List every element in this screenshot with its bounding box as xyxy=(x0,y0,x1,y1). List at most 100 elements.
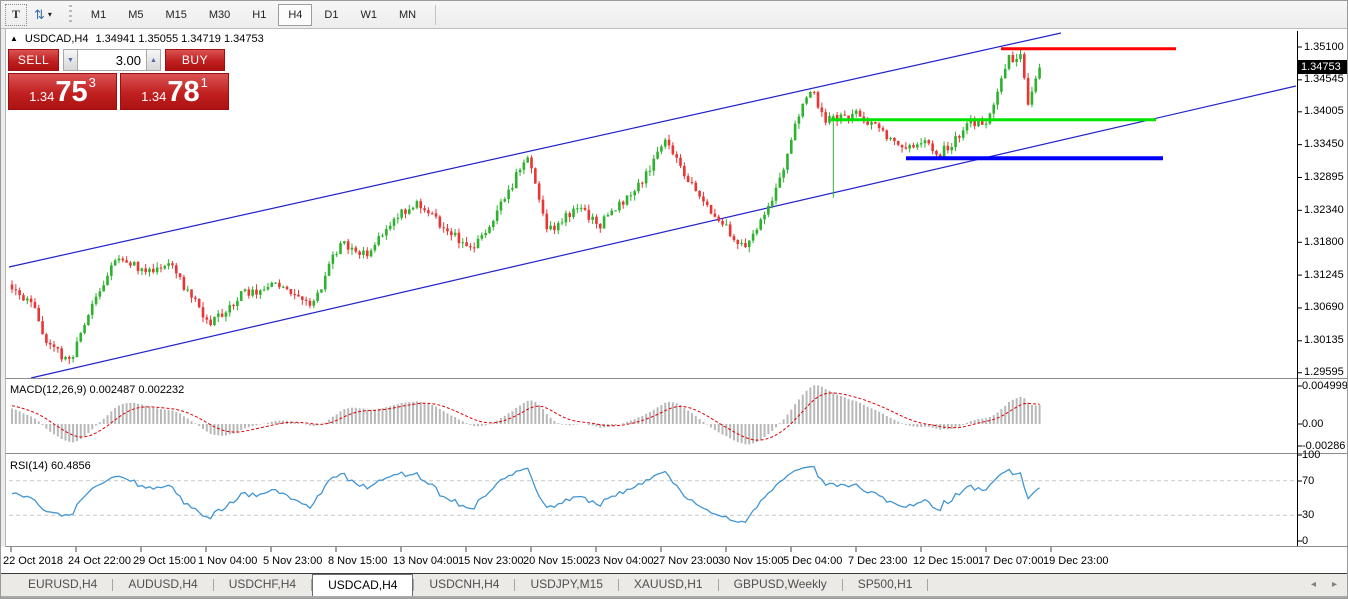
price-axis-label: 1.30135 xyxy=(1304,334,1344,347)
time-axis-label: 23 Nov 04:00 xyxy=(588,555,654,567)
time-axis-label: 29 Oct 15:00 xyxy=(133,555,196,567)
tab-separator xyxy=(927,579,929,591)
price-axis-label: 1.34545 xyxy=(1304,73,1344,86)
buy-price-big: 78 xyxy=(167,76,200,108)
tab-eurusd-h4[interactable]: EURUSD,H4 xyxy=(28,577,98,591)
top-toolbar: T ⇅ ▾ M1 M5 M15 M30 H1 H4 D1 W1 MN xyxy=(1,1,1347,29)
tab-audusd-h4[interactable]: AUDUSD,H4 xyxy=(128,577,198,591)
one-click-price-row: 1.34 75 3 1.34 78 1 xyxy=(8,73,229,110)
indicator-axis-label: 100 xyxy=(1302,448,1321,461)
indicator-axis-label: 30 xyxy=(1302,508,1315,521)
price-axis-label: 1.34005 xyxy=(1304,105,1344,118)
volume-input[interactable] xyxy=(78,49,146,71)
time-axis-label: 27 Nov 23:00 xyxy=(653,555,719,567)
rsi-indicator-label: RSI(14) 60.4856 xyxy=(10,460,91,472)
timeframe-m15[interactable]: M15 xyxy=(155,4,196,26)
time-axis-label: 12 Dec 15:00 xyxy=(913,555,979,567)
text-label-tool-button[interactable]: T xyxy=(5,3,27,26)
sell-price-pip: 3 xyxy=(88,75,96,90)
window-splitter[interactable] xyxy=(1,29,6,547)
tab-separator xyxy=(212,579,214,591)
tab-separator xyxy=(514,579,516,591)
tabbar-bottom-strip xyxy=(1,596,1347,598)
time-axis-label: 8 Nov 15:00 xyxy=(328,555,388,567)
timeframe-mn[interactable]: MN xyxy=(389,4,426,26)
time-axis-label: 5 Nov 23:00 xyxy=(263,555,323,567)
tab-scroll-buttons: ◂ ▸ xyxy=(1311,579,1337,590)
symbol-period-label: USDCAD,H4 xyxy=(24,33,89,45)
time-axis-label: 19 Dec 23:00 xyxy=(1043,555,1109,567)
tab-separator xyxy=(841,579,843,591)
price-axis-label: 1.32895 xyxy=(1304,170,1344,183)
tab-usdchf-h4[interactable]: USDCHF,H4 xyxy=(228,577,297,591)
timeframe-m30[interactable]: M30 xyxy=(199,4,240,26)
indicator-axis-label: 0.004999 xyxy=(1302,379,1348,392)
tab-usdcnh-h4[interactable]: USDCNH,H4 xyxy=(429,577,500,591)
sell-price-prefix: 1.34 xyxy=(29,89,55,104)
price-axis-label: 1.35100 xyxy=(1304,40,1344,53)
time-axis-label: 24 Oct 22:00 xyxy=(68,555,131,567)
time-axis-label: 1 Nov 04:00 xyxy=(198,555,258,567)
price-axis-label: 1.32340 xyxy=(1304,203,1344,216)
one-click-trading-panel: SELL ▼ ▲ BUY 1.34 75 3 1.34 78 xyxy=(8,49,229,110)
price-axis-label: 1.31245 xyxy=(1304,268,1344,281)
price-axis-label: 1.33450 xyxy=(1304,138,1344,151)
ohlc-values: 1.34941 1.35055 1.34719 1.34753 xyxy=(95,33,264,45)
cycle-symbols-button[interactable]: ⇅ ▾ xyxy=(27,4,59,26)
sell-button[interactable]: SELL xyxy=(8,49,59,71)
buy-button[interactable]: BUY xyxy=(165,49,225,71)
arrows-icon: ⇅ xyxy=(34,6,45,22)
indicator-axis-label: 0.00 xyxy=(1302,417,1324,430)
indicator-axis-label: 0 xyxy=(1302,534,1309,547)
tab-separator xyxy=(112,579,114,591)
current-price-tag: 1.34753 xyxy=(1298,60,1347,74)
buy-price-pip: 1 xyxy=(200,75,208,90)
tab-separator xyxy=(413,579,415,591)
tab-usdjpy-m15[interactable]: USDJPY,M15 xyxy=(530,577,603,591)
toolbar-separator xyxy=(435,4,437,25)
timeframe-h4[interactable]: H4 xyxy=(278,3,313,26)
timeframe-m5[interactable]: M5 xyxy=(118,4,153,26)
candlestick-chart-canvas[interactable] xyxy=(1,29,1348,573)
time-axis-label: 20 Nov 15:00 xyxy=(523,555,589,567)
time-axis-label: 22 Oct 2018 xyxy=(3,555,63,567)
macd-indicator-label: MACD(12,26,9) 0.002487 0.002232 xyxy=(10,384,185,396)
time-axis-label: 7 Dec 23:00 xyxy=(848,555,908,567)
chart-window: ▲ USDCAD,H4 1.34941 1.35055 1.34719 1.34… xyxy=(1,29,1347,573)
sell-price-big: 75 xyxy=(55,76,88,108)
tab-sp500-h1[interactable]: SP500,H1 xyxy=(857,577,913,591)
tab-separator xyxy=(311,579,313,591)
time-axis-label: 17 Dec 07:00 xyxy=(978,555,1044,567)
volume-decrease-button[interactable]: ▼ xyxy=(63,49,78,71)
time-axis-label: 30 Nov 15:00 xyxy=(718,555,784,567)
spinner-down-icon: ▼ xyxy=(67,56,74,64)
tab-usdcad-h4[interactable]: USDCAD,H4 xyxy=(312,574,414,596)
timeframe-m1[interactable]: M1 xyxy=(81,4,116,26)
indicator-axis-label: 70 xyxy=(1302,474,1315,487)
volume-increase-button[interactable]: ▲ xyxy=(146,49,161,71)
tab-scroll-left-icon[interactable]: ◂ xyxy=(1310,579,1316,590)
price-axis-label: 1.30690 xyxy=(1304,301,1344,314)
buy-price-prefix: 1.34 xyxy=(141,89,167,104)
chart-title: ▲ USDCAD,H4 1.34941 1.35055 1.34719 1.34… xyxy=(10,33,264,45)
collapse-triangle-icon: ▲ xyxy=(10,34,18,43)
time-axis-label: 13 Nov 04:00 xyxy=(393,555,459,567)
sell-price-display[interactable]: 1.34 75 3 xyxy=(8,73,117,110)
tab-gbpusd-weekly[interactable]: GBPUSD,Weekly xyxy=(733,577,827,591)
tab-separator xyxy=(717,579,719,591)
timeframe-w1[interactable]: W1 xyxy=(350,4,387,26)
chevron-down-icon: ▾ xyxy=(47,10,52,19)
tab-separator xyxy=(617,579,619,591)
price-axis-label: 1.31800 xyxy=(1304,235,1344,248)
chart-tab-bar: ◂ ▸ EURUSD,H4 AUDUSD,H4 USDCHF,H4 USDCAD,H4… xyxy=(1,573,1347,598)
indicator-axis-label: -0.00286 xyxy=(1302,439,1346,452)
tab-scroll-right-icon[interactable]: ▸ xyxy=(1331,579,1337,590)
buy-price-display[interactable]: 1.34 78 1 xyxy=(120,73,229,110)
timeframe-h1[interactable]: H1 xyxy=(242,4,276,26)
one-click-top-row: SELL ▼ ▲ BUY xyxy=(8,49,229,71)
tab-xauusd-h1[interactable]: XAUUSD,H1 xyxy=(633,577,703,591)
time-axis-label: 15 Nov 23:00 xyxy=(458,555,524,567)
spinner-up-icon: ▲ xyxy=(150,56,157,64)
timeframe-d1[interactable]: D1 xyxy=(314,4,348,26)
timeframe-toolbar: M1 M5 M15 M30 H1 H4 D1 W1 MN xyxy=(80,3,427,26)
